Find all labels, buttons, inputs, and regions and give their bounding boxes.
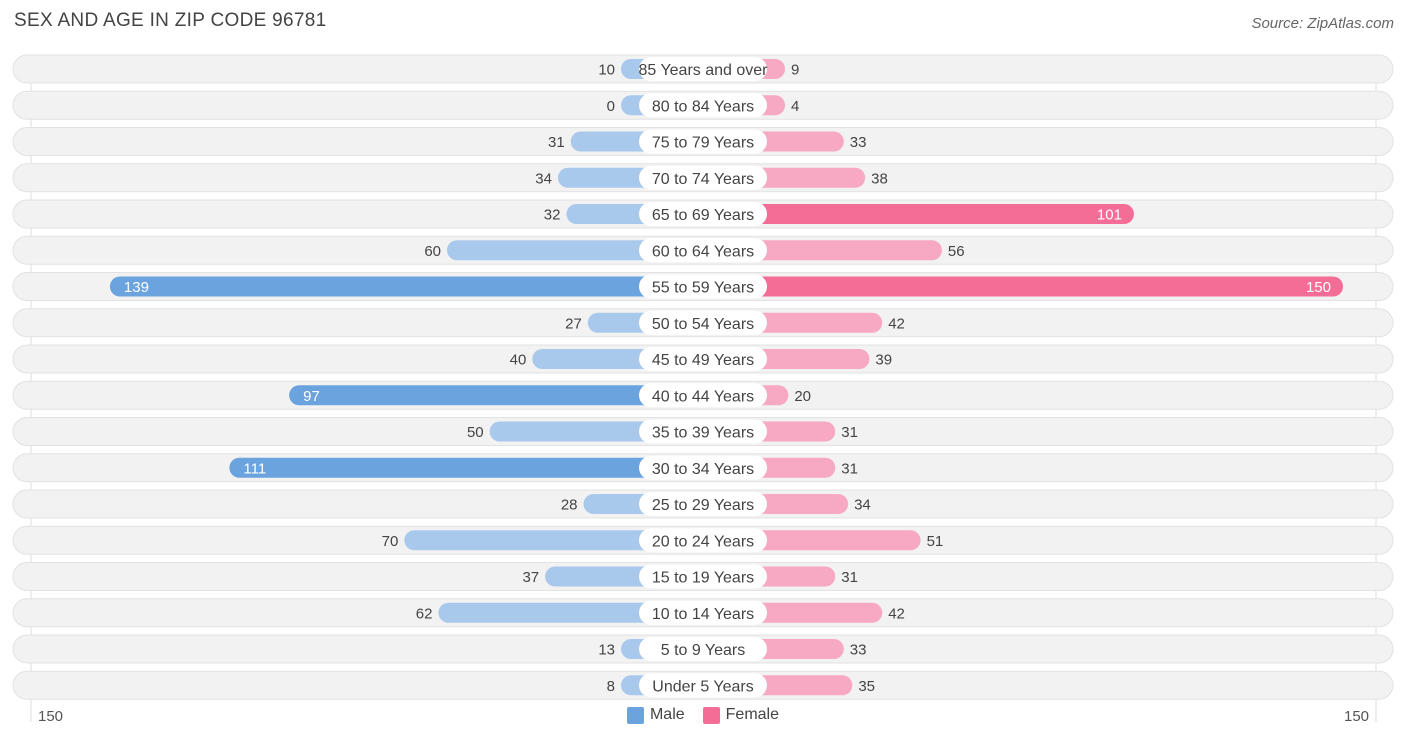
- data-label-male: 40: [510, 352, 527, 369]
- data-label-female: 101: [1097, 207, 1122, 224]
- data-label-male: 62: [416, 605, 433, 622]
- category-label: 55 to 59 Years: [652, 280, 754, 297]
- data-label-male: 27: [565, 315, 582, 332]
- data-label-female: 150: [1306, 279, 1331, 296]
- data-label-male: 32: [544, 207, 561, 224]
- category-label: 10 to 14 Years: [652, 606, 754, 623]
- axis-label-right: 150: [1344, 708, 1370, 725]
- bar-male[interactable]: [229, 457, 703, 478]
- data-label-female: 38: [871, 170, 888, 187]
- category-label-pill: [639, 673, 767, 698]
- data-label-male: 8: [607, 678, 615, 695]
- category-label-pill: [639, 455, 767, 480]
- data-label-female: 31: [841, 424, 858, 441]
- data-label-male: 37: [522, 569, 539, 586]
- category-label-pill: [639, 274, 767, 299]
- data-label-female: 51: [927, 533, 944, 550]
- data-label-male: 31: [548, 134, 565, 151]
- legend-item-female[interactable]: Female: [702, 706, 780, 724]
- bar-male[interactable]: [289, 385, 703, 406]
- legend: Male Female: [0, 706, 1406, 724]
- legend-label-female: Female: [725, 706, 780, 723]
- data-label-female: 31: [841, 460, 858, 477]
- category-label: 45 to 49 Years: [652, 352, 754, 369]
- category-label-pill: [639, 310, 767, 335]
- data-label-female: 42: [888, 605, 905, 622]
- category-label: 5 to 9 Years: [661, 642, 746, 659]
- category-label-pill: [639, 419, 767, 444]
- category-label-pill: [639, 600, 767, 625]
- legend-swatch-male: [626, 706, 644, 724]
- data-label-female: 4: [791, 98, 799, 115]
- category-label: 60 to 64 Years: [652, 243, 754, 260]
- bar-male[interactable]: [438, 602, 703, 623]
- category-label-pill: [639, 637, 767, 661]
- data-label-female: 56: [948, 243, 965, 260]
- data-label-female: 42: [888, 315, 905, 332]
- category-label-pill: [639, 528, 767, 553]
- bar-male[interactable]: [109, 276, 703, 297]
- data-label-male: 34: [535, 170, 552, 187]
- category-label: Under 5 Years: [652, 678, 753, 695]
- bar-male[interactable]: [404, 530, 703, 551]
- legend-label-male: Male: [649, 706, 685, 723]
- bar-female[interactable]: [703, 204, 1134, 224]
- category-label: 15 to 19 Years: [652, 570, 754, 587]
- category-label: 20 to 24 Years: [652, 533, 754, 550]
- category-label: 25 to 29 Years: [652, 497, 754, 514]
- data-label-female: 39: [875, 352, 892, 369]
- source-label: Source: ZipAtlas.com: [1251, 15, 1394, 32]
- bar-female[interactable]: [703, 276, 1343, 297]
- data-label-female: 33: [850, 642, 867, 659]
- data-label-female: 9: [791, 62, 799, 79]
- chart-title: SEX AND AGE IN ZIP CODE 96781: [14, 10, 327, 31]
- legend-swatch-female: [702, 706, 720, 724]
- data-label-male: 10: [598, 62, 615, 79]
- category-label-pill: [639, 202, 767, 226]
- category-label-pill: [639, 564, 767, 589]
- legend-item-male[interactable]: Male: [626, 706, 685, 724]
- data-label-male: 139: [124, 279, 149, 296]
- category-label-pill: [639, 93, 767, 118]
- category-label: 35 to 39 Years: [652, 425, 754, 442]
- data-label-male: 0: [607, 98, 615, 115]
- bar-male[interactable]: [447, 240, 703, 261]
- data-label-male: 70: [382, 533, 399, 550]
- data-label-female: 33: [850, 134, 867, 151]
- category-label: 50 to 54 Years: [652, 316, 754, 333]
- axis-label-left: 150: [38, 708, 64, 725]
- data-label-female: 35: [858, 678, 875, 695]
- category-label: 85 Years and over: [639, 62, 769, 79]
- category-label-pill: [639, 492, 767, 516]
- data-label-male: 60: [424, 243, 441, 260]
- data-label-male: 111: [243, 460, 266, 477]
- category-label: 80 to 84 Years: [652, 98, 754, 115]
- category-label: 40 to 44 Years: [652, 388, 754, 405]
- category-label-pill: [639, 165, 767, 190]
- category-label-pill: [639, 347, 767, 371]
- data-label-female: 31: [841, 569, 858, 586]
- category-label-pill: [639, 383, 767, 408]
- category-label-pill: [639, 57, 767, 81]
- data-label-male: 50: [467, 424, 484, 441]
- category-label: 70 to 74 Years: [652, 171, 754, 188]
- category-label: 75 to 79 Years: [652, 135, 754, 152]
- data-label-male: 97: [303, 388, 320, 405]
- category-label: 65 to 69 Years: [652, 207, 754, 224]
- data-label-male: 13: [598, 642, 615, 659]
- data-label-male: 28: [561, 497, 578, 514]
- category-label-pill: [639, 129, 767, 154]
- data-label-female: 34: [854, 497, 871, 514]
- category-label-pill: [639, 238, 767, 263]
- category-label: 30 to 34 Years: [652, 461, 754, 478]
- data-label-female: 20: [794, 388, 811, 405]
